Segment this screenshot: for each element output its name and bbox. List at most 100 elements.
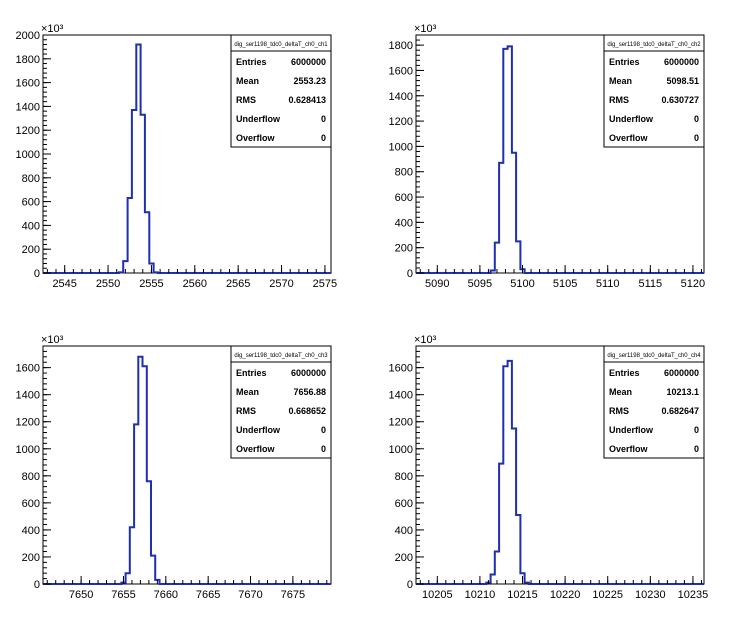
histogram-outline — [43, 43, 331, 274]
stats-box-title: dig_ser1198_tdc0_deltaT_ch0_ch3 — [234, 353, 328, 359]
stats-row-label: RMS — [609, 95, 629, 105]
y-tick-label: 400 — [395, 217, 413, 229]
stats-box: dig_ser1198_tdc0_deltaT_ch0_ch4 Entries 60… — [603, 345, 705, 459]
stats-row-label: Underflow — [236, 114, 281, 124]
x-tick-label: 5120 — [681, 278, 705, 290]
stats-box: dig_ser1198_tdc0_deltaT_ch0_ch3 Entries 60… — [230, 345, 332, 459]
stats-box-title: dig_ser1198_tdc0_deltaT_ch0_ch2 — [607, 42, 701, 48]
histogram-panel: 0 200 400 600 800 1000 1200 1400 1600 10205 10210 1… — [389, 334, 709, 601]
stats-row-value: 5098.51 — [666, 76, 699, 86]
stats-row-label: Overflow — [609, 133, 649, 143]
stats-row-value: 0.668652 — [288, 406, 326, 416]
y-multiplier-label: ×10³ — [41, 23, 64, 35]
stats-row-value: 0 — [694, 133, 699, 143]
stats-row-value: 0 — [694, 114, 699, 124]
y-tick-label: 2000 — [16, 30, 40, 42]
histogram-bin — [138, 357, 142, 584]
x-tick-label: 10230 — [635, 589, 666, 601]
x-tick-label: 7655 — [111, 589, 135, 601]
histogram-bin — [516, 241, 520, 273]
histogram-bin — [503, 49, 507, 273]
histogram-outline — [43, 355, 331, 585]
histogram-bin — [134, 424, 138, 584]
stats-box: dig_ser1198_tdc0_deltaT_ch0_ch2 Entries 60… — [603, 34, 705, 148]
y-tick-label: 1000 — [16, 149, 40, 161]
histogram-bin — [145, 212, 149, 273]
stats-row-value: 0 — [321, 114, 326, 124]
histogram-panel: 0 200 400 600 800 1000 1200 1400 1600 1800 2000 254… — [16, 23, 338, 290]
x-tick-label: 7665 — [196, 589, 220, 601]
histogram-bin — [525, 583, 529, 584]
x-tick-label: 7650 — [69, 589, 93, 601]
histogram-panel: 0 200 400 600 800 1000 1200 1400 1600 1800 5090 509… — [389, 23, 706, 290]
y-tick-label: 1000 — [16, 444, 40, 456]
histogram-bin — [508, 46, 512, 273]
stats-box-title: dig_ser1198_tdc0_deltaT_ch0_ch1 — [234, 42, 328, 48]
histogram-bin — [512, 153, 516, 273]
stats-row-value: 0.628413 — [288, 95, 326, 105]
stats-box: dig_ser1198_tdc0_deltaT_ch0_ch1 Entries 60… — [230, 34, 332, 148]
histogram-bin — [508, 361, 512, 584]
histogram-bin — [499, 464, 503, 584]
histogram-bin — [136, 45, 140, 273]
y-tick-label: 1200 — [16, 125, 40, 137]
y-multiplier-label: ×10³ — [414, 23, 437, 35]
histogram-bin — [495, 243, 499, 273]
x-tick-label: 10220 — [550, 589, 581, 601]
stats-box-frame — [230, 34, 332, 148]
y-tick-label: 1800 — [389, 40, 413, 52]
x-tick-label: 5090 — [425, 278, 449, 290]
stats-row-value: 7656.88 — [293, 387, 326, 397]
histogram-bin — [128, 198, 132, 273]
x-tick-label: 5110 — [596, 278, 620, 290]
x-tick-label: 2575 — [313, 278, 337, 290]
stats-row-value: 10213.1 — [666, 387, 699, 397]
histogram-bin — [126, 573, 130, 584]
x-tick-label: 7670 — [238, 589, 262, 601]
y-tick-label: 200 — [22, 552, 40, 564]
y-tick-label: 600 — [395, 192, 413, 204]
y-tick-label: 400 — [22, 220, 40, 232]
stats-row-value: 2553.23 — [293, 76, 326, 86]
y-tick-label: 1600 — [16, 78, 40, 90]
stats-row-label: RMS — [236, 95, 256, 105]
histogram-bin — [495, 552, 499, 584]
stats-row-label: Entries — [609, 368, 640, 378]
y-tick-label: 1600 — [389, 65, 413, 77]
stats-row-label: Underflow — [236, 425, 281, 435]
y-tick-label: 0 — [34, 268, 40, 280]
y-tick-label: 400 — [395, 525, 413, 537]
x-tick-label: 2570 — [269, 278, 293, 290]
stats-box-frame — [230, 345, 332, 459]
stats-row-value: 0.630727 — [661, 95, 699, 105]
y-multiplier-label: ×10³ — [41, 334, 64, 346]
y-tick-label: 1200 — [389, 116, 413, 128]
histogram-bin — [147, 481, 151, 584]
stats-row-value: 0 — [694, 425, 699, 435]
y-tick-label: 1200 — [389, 417, 413, 429]
y-tick-label: 600 — [22, 498, 40, 510]
y-tick-label: 0 — [407, 579, 413, 591]
stats-row-label: Mean — [609, 76, 632, 86]
stats-row-label: Mean — [236, 387, 259, 397]
stats-row-value: 6000000 — [664, 368, 699, 378]
stats-row-label: Underflow — [609, 114, 654, 124]
stats-box-frame — [603, 345, 705, 459]
stats-row-label: Mean — [236, 76, 259, 86]
stats-row-value: 0 — [321, 133, 326, 143]
x-tick-label: 10205 — [422, 589, 453, 601]
y-tick-label: 1200 — [16, 417, 40, 429]
x-tick-label: 10235 — [678, 589, 709, 601]
y-tick-label: 600 — [395, 498, 413, 510]
x-tick-label: 2545 — [52, 278, 76, 290]
x-tick-label: 5115 — [638, 278, 662, 290]
histogram-bin — [512, 428, 516, 584]
y-tick-label: 1800 — [16, 54, 40, 66]
histogram-bin — [130, 527, 134, 584]
stats-row-label: Mean — [609, 387, 632, 397]
stats-row-value: 0 — [694, 444, 699, 454]
stats-box-frame — [603, 34, 705, 148]
y-tick-label: 0 — [407, 268, 413, 280]
stats-row-label: Entries — [236, 368, 267, 378]
